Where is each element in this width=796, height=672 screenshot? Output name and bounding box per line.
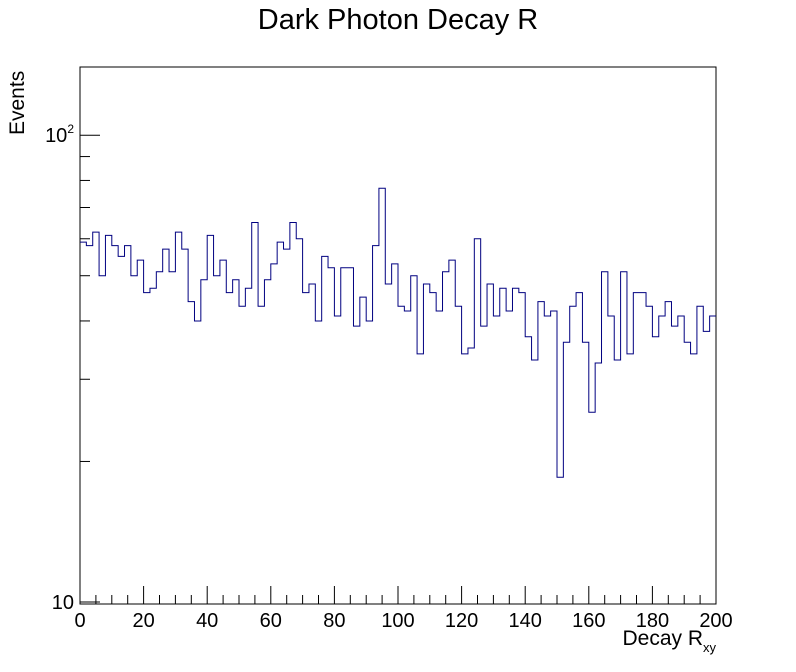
axis-ticks [79,134,717,604]
x-tick-label: 160 [572,610,605,632]
x-tick-label: 60 [260,610,282,632]
x-axis-label-subscript: xy [703,640,716,655]
histogram-series-line [80,187,716,478]
x-tick-label: 0 [74,610,85,632]
y-tick-label: 10 [52,592,74,614]
chart-title: Dark Photon Decay R [257,4,539,36]
x-tick-label: 120 [445,610,478,632]
axis-tick-labels: 0 20 40 60 80 100 120 140 160 180 200 10 102 [45,122,733,632]
x-tick-label: 100 [381,610,414,632]
x-tick-label: 140 [509,610,542,632]
x-axis-label-main: Decay R [622,627,703,650]
x-tick-label: 180 [636,610,669,632]
x-tick-label: 20 [132,610,154,632]
x-tick-label: 80 [323,610,345,632]
y-tick-label: 102 [45,122,74,147]
x-tick-label: 200 [699,610,732,632]
x-axis-label: Decay Rxy [622,627,716,655]
x-tick-label: 40 [196,610,218,632]
